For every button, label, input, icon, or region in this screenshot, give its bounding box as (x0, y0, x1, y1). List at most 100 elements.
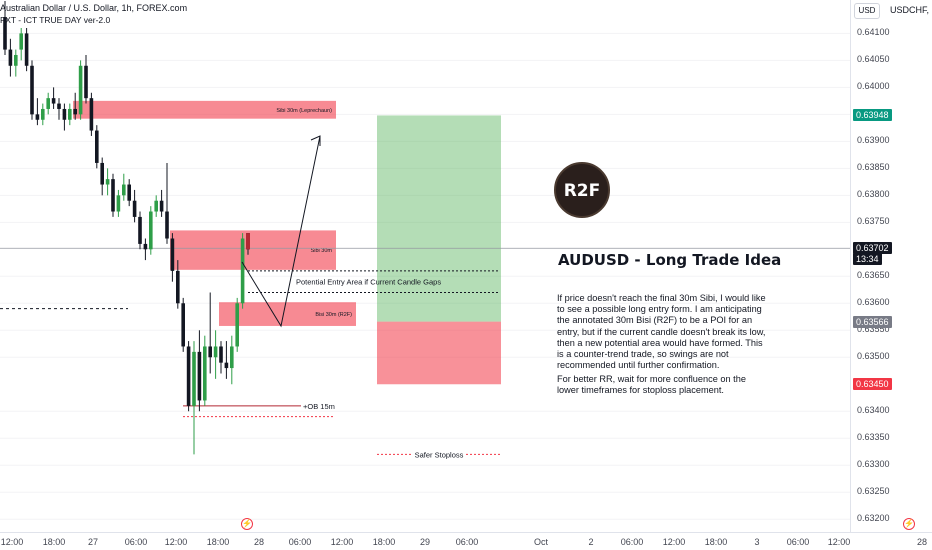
candle-body (68, 108, 72, 120)
time-tick-label: 28 (916, 537, 928, 547)
price-tick-label: 0.63300 (857, 459, 890, 470)
event-flash-icon[interactable]: ⚡ (903, 518, 915, 530)
candle-body (235, 303, 239, 347)
current-candle-body (246, 233, 250, 250)
candle-body (14, 54, 18, 66)
candle-body (122, 184, 126, 196)
time-tick-label: 06:00 (620, 537, 644, 547)
fvg-zone (219, 302, 356, 326)
time-tick-label: 18:00 (372, 537, 396, 547)
ob-label: +OB 15m (303, 402, 335, 411)
candle-body (230, 346, 234, 369)
candle-body (208, 346, 212, 358)
time-tick-label: 06:00 (786, 537, 810, 547)
price-tick-label: 0.63500 (857, 351, 890, 362)
candle-body (127, 184, 131, 201)
fvg-zone (73, 100, 336, 119)
candle-body (19, 33, 23, 50)
entry-area-label: Potential Entry Area if Current Candle G… (296, 278, 441, 287)
time-tick-label: Oct (533, 537, 549, 547)
candle-body (57, 103, 61, 109)
event-flash-icon[interactable]: ⚡ (241, 518, 253, 530)
price-tick-label: 0.63350 (857, 432, 890, 443)
price-tick-label: 0.63600 (857, 297, 890, 308)
candle-body (78, 65, 83, 115)
candle-body (8, 49, 13, 66)
compare-symbol-label[interactable]: USDCHF, 1h, F (890, 5, 932, 15)
time-tick-label: 29 (419, 537, 431, 547)
candle-body (132, 200, 137, 217)
price-chart[interactable]: Sibi 30m (Leprechaun) Sibi 30m Bisi 30m (R… (0, 0, 850, 532)
time-tick-label: 12:00 (330, 537, 354, 547)
current-price-badge: 0.63702 (853, 242, 892, 255)
candle-body (192, 351, 196, 406)
time-tick-label: 12:00 (827, 537, 851, 547)
price-tick-label: 0.63650 (857, 270, 890, 281)
time-tick-label: 3 (754, 537, 760, 547)
candle-body (219, 346, 223, 363)
safer-stop-label: Safer Stoploss (415, 450, 464, 459)
trade-idea-paragraph-1: If price doesn't reach the final 30m Sib… (557, 293, 766, 371)
indicator-legend[interactable]: FXT - ICT TRUE DAY ver-2.0 (0, 15, 111, 25)
price-tick-label: 0.63250 (857, 486, 890, 497)
candle-body (224, 362, 229, 369)
price-tick-label: 0.63550 (857, 324, 890, 335)
candle-body (181, 303, 185, 347)
target-price-badge: 0.63948 (853, 109, 892, 122)
candle-body (203, 346, 207, 401)
candle-body (143, 243, 148, 250)
trade-idea-paragraph-2: For better RR, wait for more confluence … (557, 374, 746, 396)
candle-body (30, 65, 34, 115)
price-tick-label: 0.63200 (857, 513, 890, 524)
candle-body (105, 179, 110, 185)
candle-body (154, 200, 158, 212)
candle-body (176, 270, 180, 304)
time-tick-label: 12:00 (164, 537, 188, 547)
candle-body (41, 108, 45, 120)
time-scale[interactable]: 12:00 18:00 27 06:00 12:00 18:00 28 06:00 12:00 1… (0, 532, 932, 550)
candle-body (149, 211, 153, 250)
candle-body (170, 238, 175, 271)
zone-label: Sibi 30m (Leprechaun) (276, 108, 332, 114)
stop-area (377, 321, 501, 385)
time-tick-label: 28 (253, 537, 265, 547)
price-tick-label: 0.63800 (857, 189, 890, 200)
price-tick-label: 0.63900 (857, 135, 890, 146)
candle-body (197, 351, 202, 401)
candle-body (159, 200, 164, 212)
entry-price-badge: 0.63566 (853, 315, 892, 328)
candle-body (51, 98, 56, 104)
target-area (377, 115, 501, 322)
price-tick-label: 0.63850 (857, 162, 890, 173)
price-tick-label: 0.64050 (857, 54, 890, 65)
zone-label: Sibi 30m (311, 248, 333, 254)
time-tick-label: 2 (588, 537, 594, 547)
trade-idea-title: AUDUSD - Long Trade Idea (558, 251, 782, 269)
candle-body (165, 211, 169, 239)
projection-path (241, 135, 321, 328)
candle-body (116, 195, 121, 212)
candle-body (100, 162, 104, 185)
price-tick-label: 0.63750 (857, 216, 890, 227)
currency-button[interactable]: USD (854, 3, 880, 19)
price-tick-label: 0.64100 (857, 27, 890, 38)
candle-body (3, 17, 7, 50)
price-scale[interactable]: 0.64100 0.64050 0.64000 0.63900 0.63850 0.638… (850, 0, 932, 532)
candle-body (46, 98, 50, 109)
time-tick-label: 27 (87, 537, 99, 547)
candle-body (89, 98, 94, 131)
time-tick-label: 12:00 (662, 537, 686, 547)
time-tick-label: 18:00 (42, 537, 66, 547)
time-tick-label: 18:00 (704, 537, 728, 547)
time-tick-label: 06:00 (288, 537, 312, 547)
chart-legend-title: Australian Dollar / U.S. Dollar, 1h, FOR… (0, 3, 188, 13)
fvg-zone (170, 230, 336, 270)
candle-body (213, 346, 218, 358)
candle-body (240, 238, 245, 304)
r2f-logo: R2F (554, 162, 610, 218)
time-tick-label: 12:00 (0, 537, 24, 547)
stop-price-badge: 0.63450 (853, 378, 892, 391)
price-tick-label: 0.63400 (857, 405, 890, 416)
candle-body (62, 108, 67, 120)
projection-arrowhead (310, 135, 321, 146)
